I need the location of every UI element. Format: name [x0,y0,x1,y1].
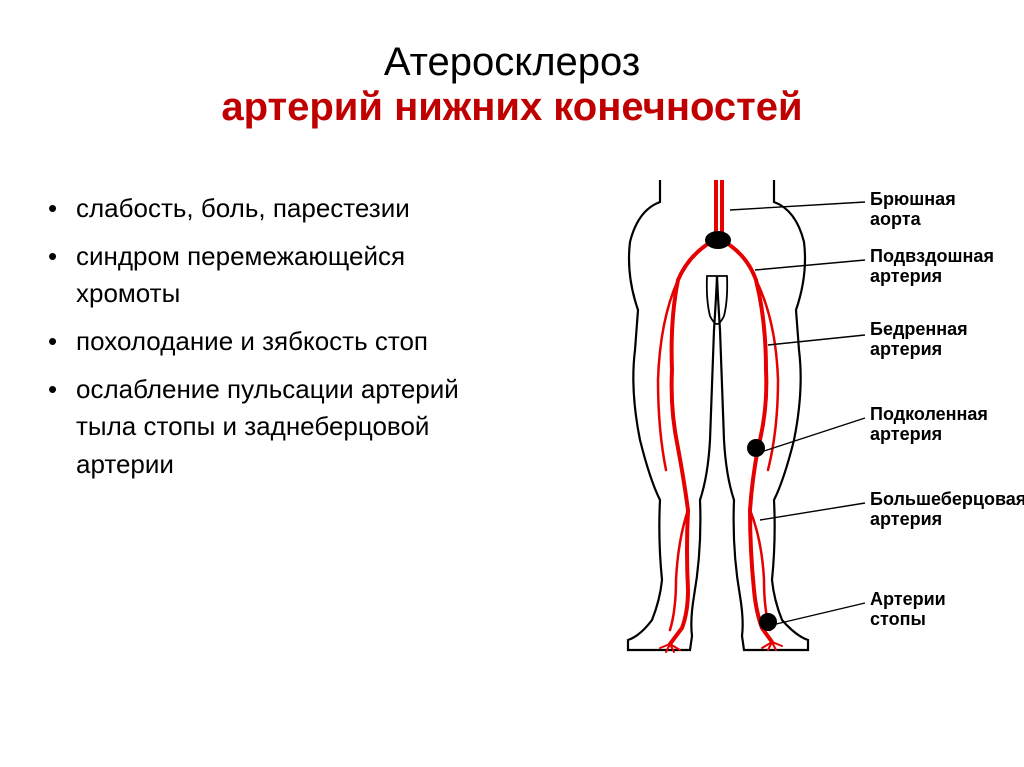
leader-abdominal-aorta [730,202,865,210]
aorta [716,180,722,238]
body-outline [628,180,808,650]
leader-tibial [760,503,865,520]
bullet-item: синдром перемежающейся хромоты [48,238,510,313]
title-line-2: артерий нижних конечностей [30,85,994,130]
occlusion-aortic-bifurcation [705,231,731,249]
title-block: Атеросклероз артерий нижних конечностей [30,40,994,130]
diagram: Брюшная аорта Подвздошная артерия Бедрен… [510,180,1010,700]
arteries-diagram-svg [510,180,1010,700]
leader-foot [772,603,865,625]
bullet-list: слабость, боль, парестезии синдром перем… [30,180,510,700]
occlusion-popliteal [747,439,765,457]
leader-iliac [755,260,865,270]
leader-femoral [768,335,865,345]
occlusion-foot [759,613,777,631]
bullet-item: похолодание и зябкость стоп [48,323,510,361]
content-row: слабость, боль, парестезии синдром перем… [30,180,994,700]
title-line-1: Атеросклероз [30,40,994,85]
artery-tree [658,180,782,652]
bullet-item: ослабление пульсации артерий тыла стопы … [48,371,510,484]
slide: Атеросклероз артерий нижних конечностей … [0,0,1024,767]
bullet-item: слабость, боль, парестезии [48,190,510,228]
right-foot-arteries [762,642,782,650]
